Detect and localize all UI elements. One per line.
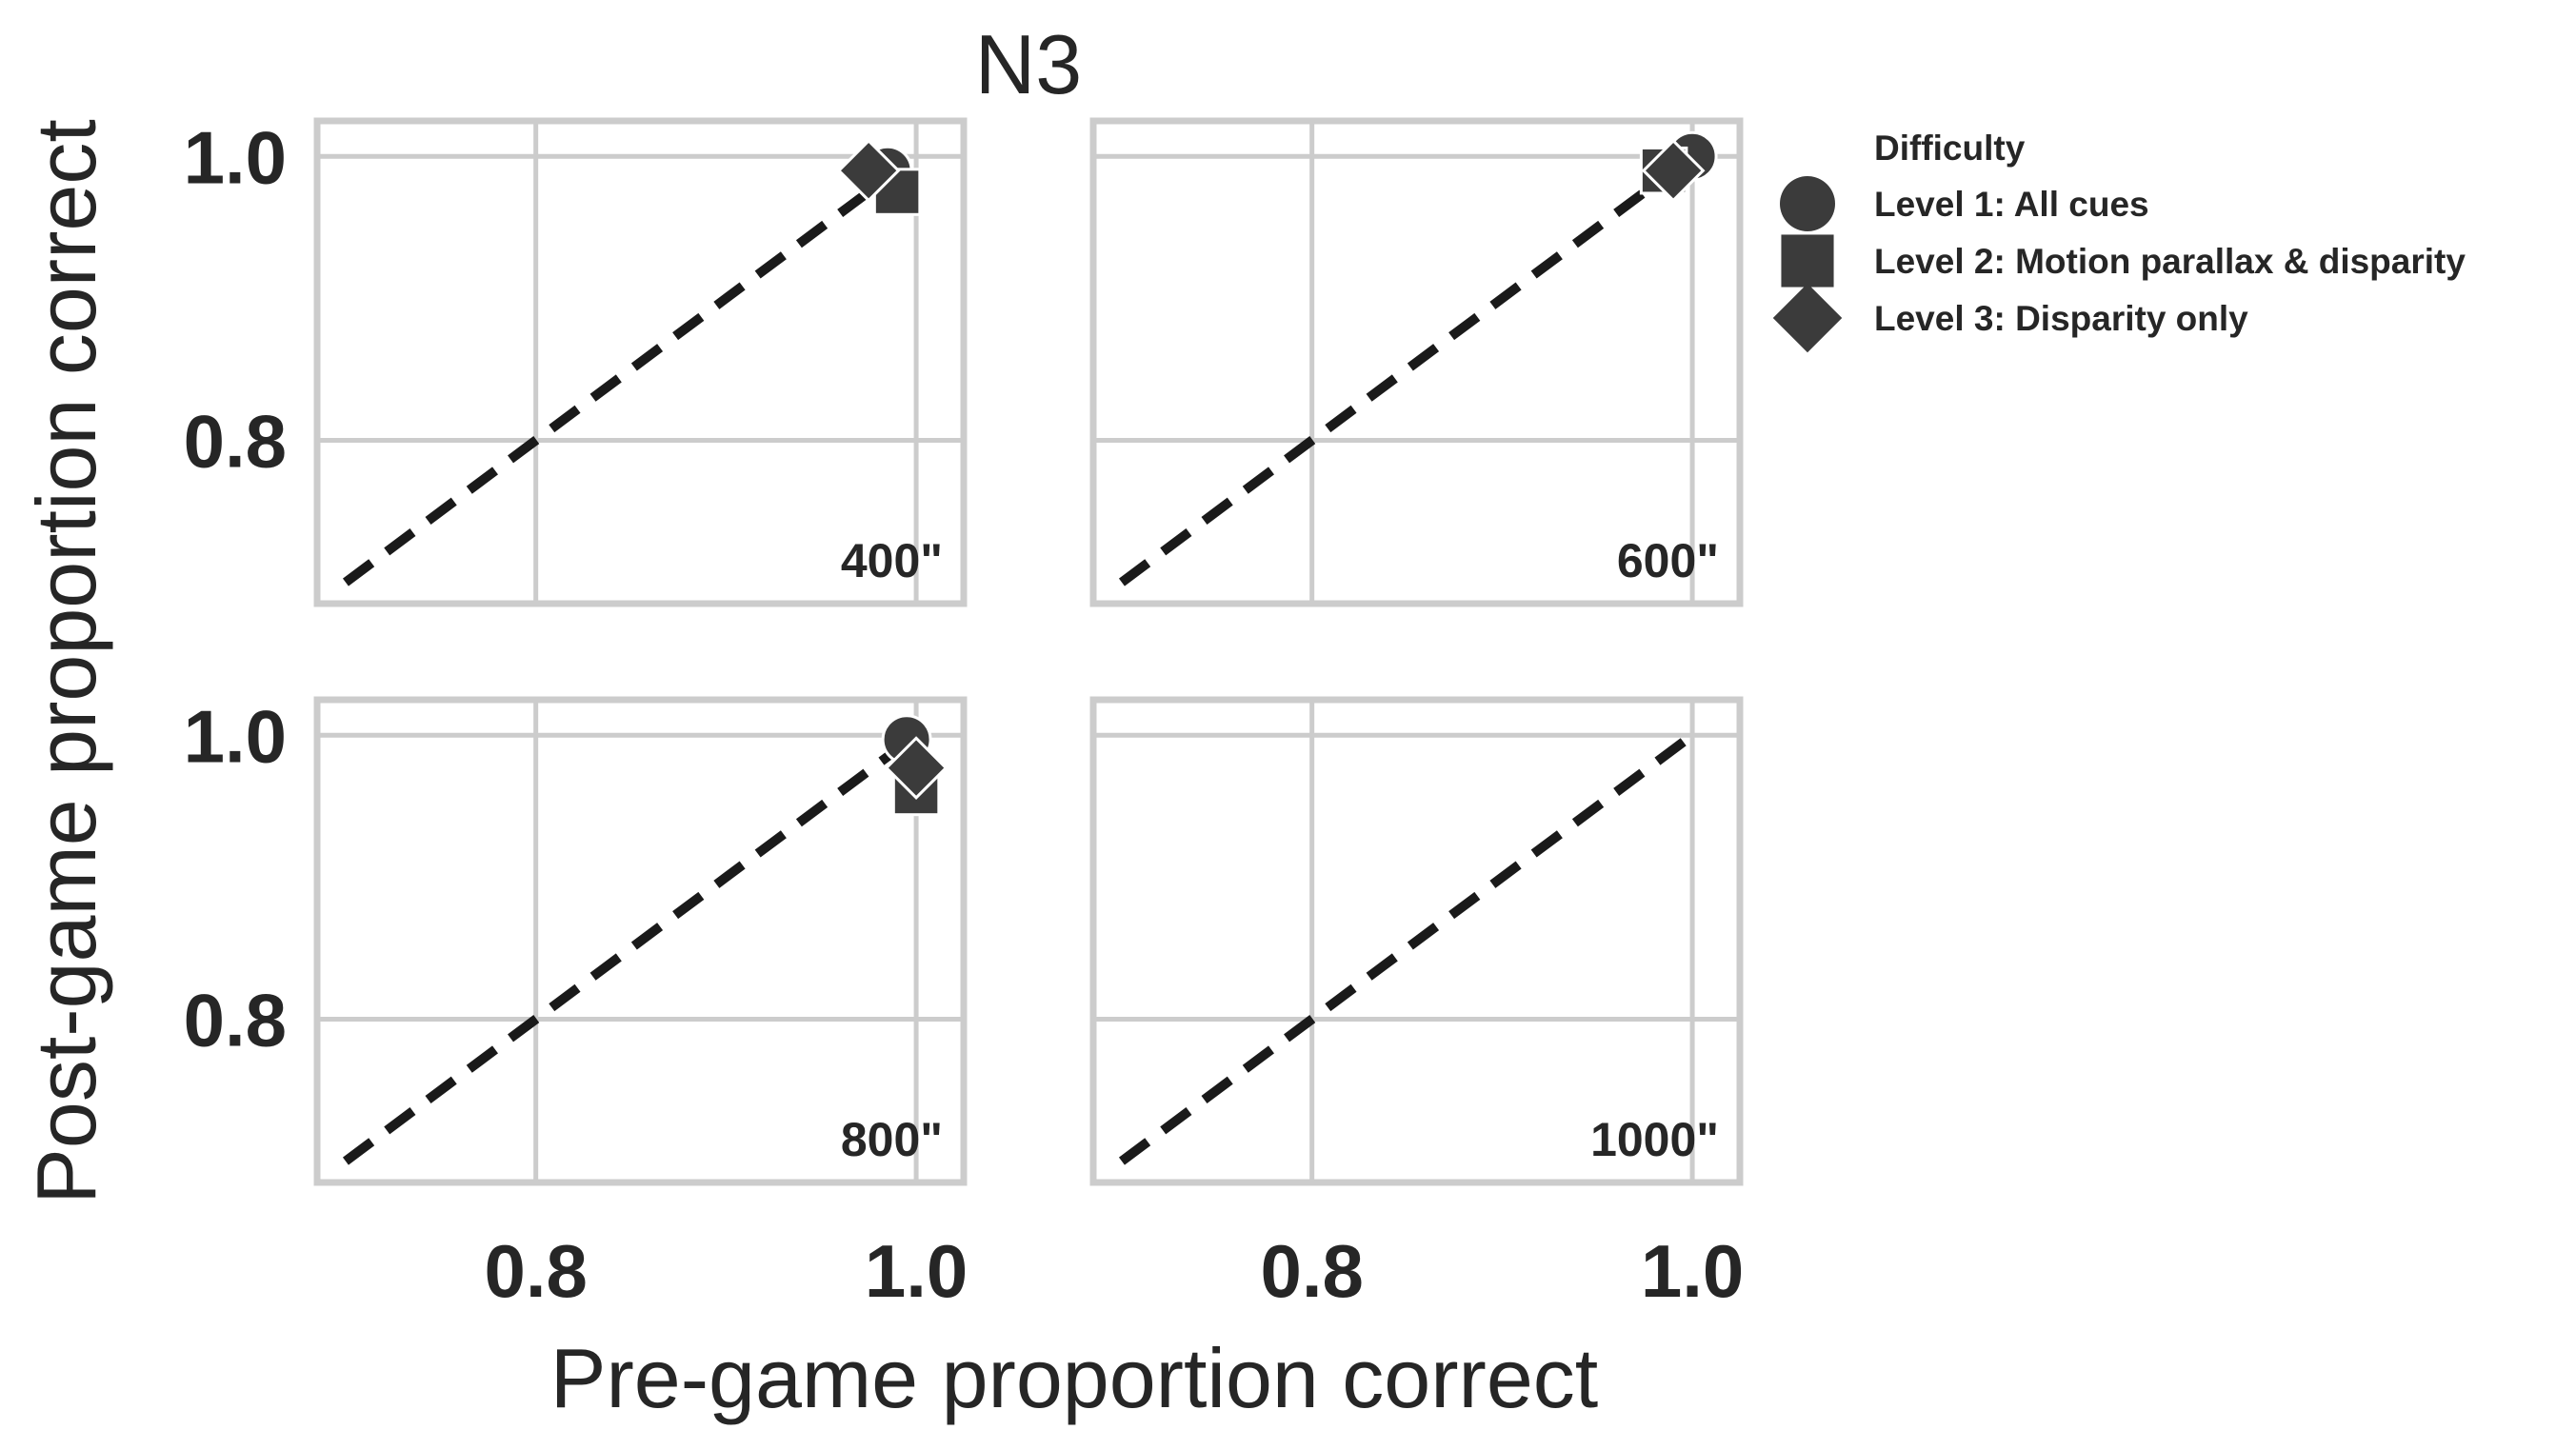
x-tick-label: 0.8 [484,1229,587,1313]
panel-label: 400" [841,534,943,587]
legend-title: Difficulty [1874,129,2026,168]
y-tick-label: 1.0 [184,115,287,199]
y-axis-label: Post-game proportion correct [19,119,113,1204]
panel-frame [313,117,968,607]
legend-entry-label: Level 3: Disparity only [1874,299,2248,338]
panel-frame [1089,117,1744,607]
y-tick-label: 1.0 [184,694,287,778]
identity-line [1118,731,1696,1165]
identity-line [1118,152,1696,586]
panel-1000: 1000" 0.8 1.0 [1089,696,1744,1313]
y-tick-label: 0.8 [184,400,287,484]
panels: 400" 0.8 1.0 600" 800" 0.8 1.0 0.8 1.0 1000" 0.8 1.… [184,115,1745,1313]
x-tick-label: 1.0 [865,1229,968,1313]
point-level-3-disparity-only [1641,138,1706,203]
panel-frame [1089,696,1744,1186]
panel-frame [313,696,968,1186]
identity-line [342,731,920,1165]
chart-title: N3 [975,17,1083,111]
x-tick-label: 0.8 [1260,1229,1363,1313]
x-tick-label: 1.0 [1641,1229,1744,1313]
panel-label: 800" [841,1113,943,1166]
panel-400: 400" 0.8 1.0 [184,115,968,607]
panel-600: 600" [1089,117,1744,607]
point-level-3-disparity-only [884,736,949,800]
identity-line [342,152,920,586]
legend-entry-label: Level 2: Motion parallax & disparity [1874,242,2466,281]
y-tick-label: 0.8 [184,979,287,1063]
legend-entry-label: Level 1: All cues [1874,185,2149,224]
legend-marker-square [1781,234,1834,288]
point-level-3-disparity-only [836,138,901,203]
legend: Difficulty Level 1: All cues Level 2: Mot… [1772,129,2466,353]
panel-label: 600" [1617,534,1719,587]
legend-marker-diamond [1772,283,1843,353]
panel-label: 1000" [1590,1113,1719,1166]
panel-800: 800" 0.8 1.0 0.8 1.0 [184,694,968,1313]
x-axis-label: Pre-game proportion correct [550,1331,1598,1425]
legend-marker-circle [1780,176,1835,231]
